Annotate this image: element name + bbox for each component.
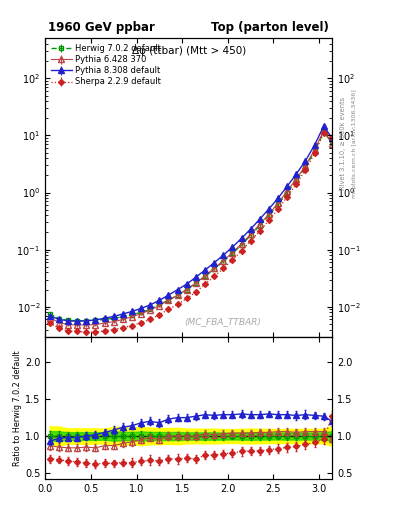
Y-axis label: Ratio to Herwig 7.0.2 default: Ratio to Herwig 7.0.2 default: [13, 350, 22, 465]
Text: (MC_FBA_TTBAR): (MC_FBA_TTBAR): [185, 317, 261, 326]
Text: mcplots.cern.ch [arXiv:1306.3436]: mcplots.cern.ch [arXiv:1306.3436]: [352, 89, 357, 198]
Text: Top (parton level): Top (parton level): [211, 21, 329, 34]
Text: 1960 GeV ppbar: 1960 GeV ppbar: [48, 21, 155, 34]
Text: Δφ (t̅tbar) (Mtt > 450): Δφ (t̅tbar) (Mtt > 450): [132, 46, 246, 56]
Legend: Herwig 7.0.2 default, Pythia 6.428 370, Pythia 8.308 default, Sherpa 2.2.9 defau: Herwig 7.0.2 default, Pythia 6.428 370, …: [50, 42, 163, 88]
Text: Rivet 3.1.10, ≥ 600k events: Rivet 3.1.10, ≥ 600k events: [340, 97, 346, 190]
